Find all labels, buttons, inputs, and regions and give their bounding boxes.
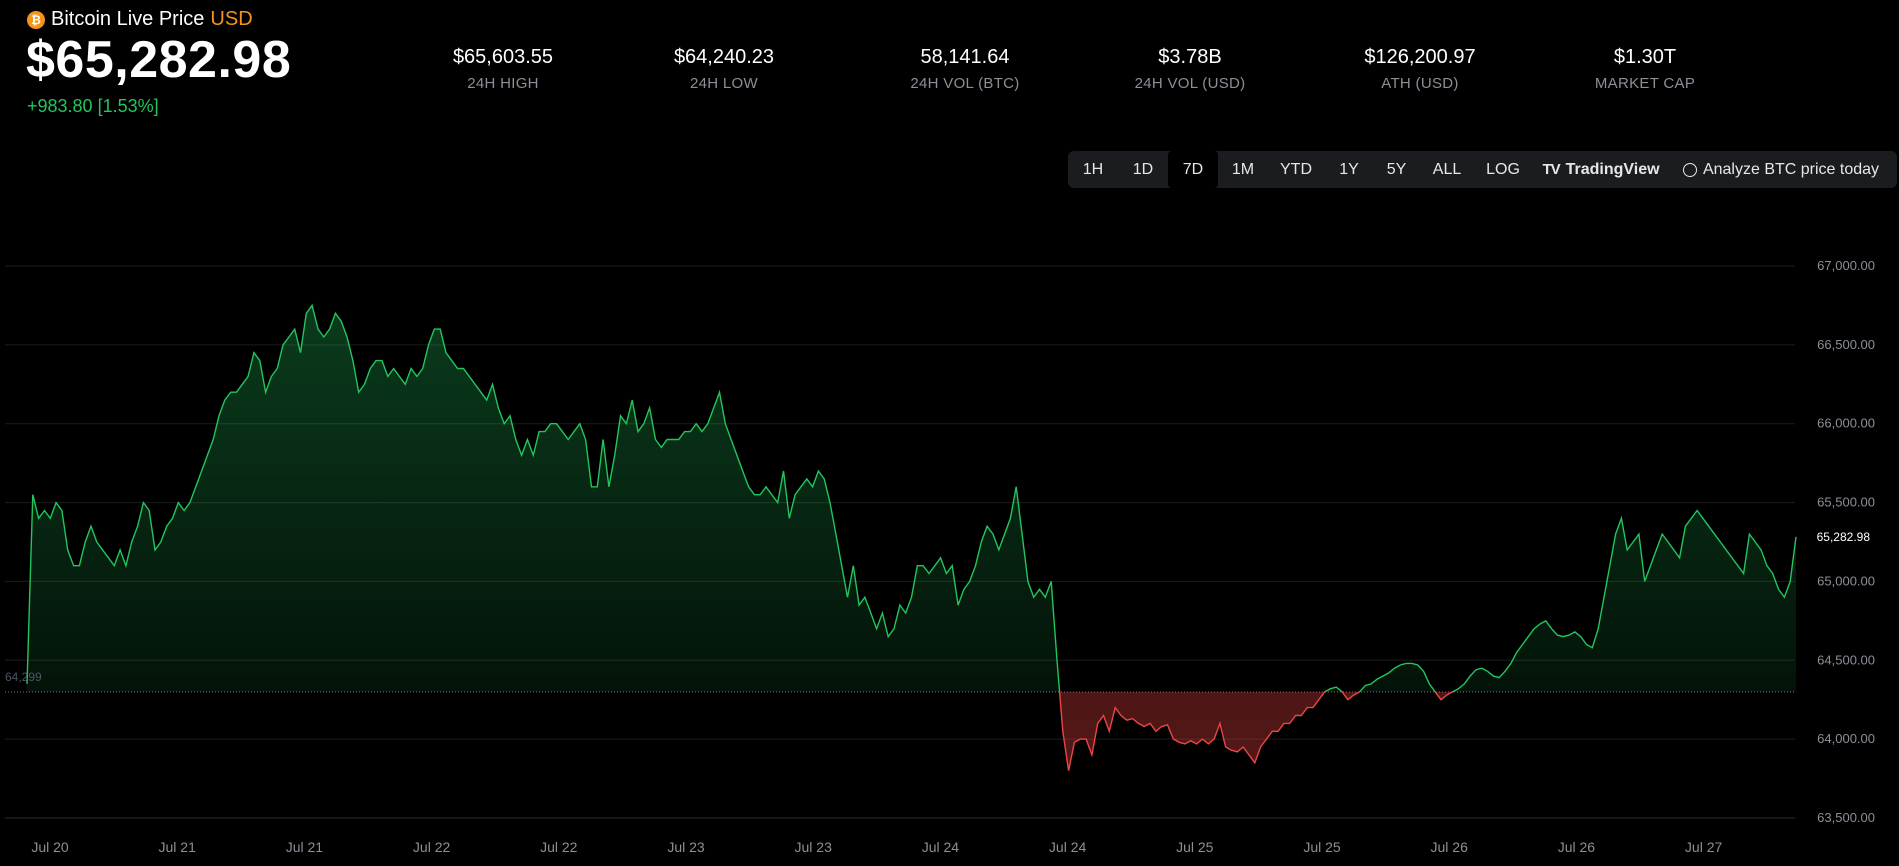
y-tick-label: 65,500.00 xyxy=(1817,495,1875,510)
y-tick-label: 66,500.00 xyxy=(1817,337,1875,352)
stat-24h-vol-usd: $3.78B 24H VOL (USD) xyxy=(1090,46,1290,92)
stat-value: $126,200.97 xyxy=(1364,46,1476,68)
y-tick-label: 65,000.00 xyxy=(1817,573,1875,588)
x-tick-label: Jul 25 xyxy=(1176,839,1214,855)
range-1y-button[interactable]: 1Y xyxy=(1339,160,1359,178)
stat-label: ATH (USD) xyxy=(1381,75,1459,92)
stat-label: MARKET CAP xyxy=(1594,75,1696,92)
y-tick-label: 63,500.00 xyxy=(1817,810,1875,825)
price-line-above-baseline xyxy=(26,303,1797,692)
analyze-price-button[interactable]: Analyze BTC price today xyxy=(1671,151,1891,188)
range-5y-button[interactable]: 5Y xyxy=(1386,160,1407,178)
x-tick-label: Jul 20 xyxy=(31,839,69,855)
stat-market-cap: $1.30T MARKET CAP xyxy=(1545,46,1745,92)
stat-24h-low: $64,240.23 24H LOW xyxy=(624,46,824,92)
stat-ath: $126,200.97 ATH (USD) xyxy=(1320,46,1520,92)
stat-24h-high: $65,603.55 24H HIGH xyxy=(403,46,603,92)
stat-value: $1.30T xyxy=(1613,46,1677,68)
stat-value: $64,240.23 xyxy=(673,46,775,68)
x-tick-label: Jul 26 xyxy=(1558,839,1596,855)
x-tick-label: Jul 26 xyxy=(1431,839,1469,855)
y-tick-label: 64,500.00 xyxy=(1817,652,1875,667)
bitcoin-icon: ₿ xyxy=(27,10,45,29)
openai-icon xyxy=(1682,162,1697,177)
tradingview-logo-icon: TV xyxy=(1542,161,1560,178)
y-axis: 67,000.00 66,500.00 66,000.00 65,500.00 65,0… xyxy=(1817,258,1875,825)
range-1d-button[interactable]: 1D xyxy=(1132,160,1154,178)
x-tick-label: Jul 25 xyxy=(1303,839,1341,855)
range-ytd-button[interactable]: YTD xyxy=(1280,160,1312,178)
area-fill-above-baseline xyxy=(27,305,1796,692)
x-tick-label: Jul 23 xyxy=(795,839,833,855)
y-tick-label: 67,000.00 xyxy=(1817,258,1875,273)
stat-label: 24H LOW xyxy=(690,75,758,92)
current-price: $65,282.98 xyxy=(26,31,292,89)
y-tick-label: 66,000.00 xyxy=(1817,416,1875,431)
baseline-label: 64,299 xyxy=(5,670,42,684)
range-1m-button[interactable]: 1M xyxy=(1231,160,1255,178)
stat-label: 24H VOL (BTC) xyxy=(910,75,1020,92)
last-price-label: 65,282.98 xyxy=(1817,530,1871,544)
x-tick-label: Jul 24 xyxy=(922,839,960,855)
stat-24h-vol-btc: 58,141.64 24H VOL (BTC) xyxy=(865,46,1065,92)
stat-value: $3.78B xyxy=(1158,46,1222,68)
x-tick-label: Jul 22 xyxy=(540,839,578,855)
range-all-button[interactable]: ALL xyxy=(1432,160,1462,178)
stat-value: $65,603.55 xyxy=(452,46,554,68)
stat-label: 24H VOL (USD) xyxy=(1134,75,1246,92)
range-1h-button[interactable]: 1H xyxy=(1082,160,1104,178)
title-row: ₿ Bitcoin Live Price USD xyxy=(27,8,253,31)
x-tick-label: Jul 21 xyxy=(286,839,324,855)
range-7d-button[interactable]: 7D xyxy=(1168,151,1218,188)
log-scale-toggle[interactable]: LOG xyxy=(1486,160,1520,178)
page-title: Bitcoin Live Price xyxy=(51,8,205,30)
price-change: +983.80 [1.53%] xyxy=(27,96,159,116)
x-tick-label: Jul 23 xyxy=(667,839,705,855)
stat-value: 58,141.64 xyxy=(920,46,1010,68)
tradingview-label: TradingView xyxy=(1565,160,1660,178)
x-tick-label: Jul 24 xyxy=(1049,839,1087,855)
x-tick-label: Jul 22 xyxy=(413,839,451,855)
x-axis: Jul 20 Jul 21 Jul 21 Jul 22 Jul 22 Jul 23 Jul … xyxy=(31,839,1722,855)
currency-selector[interactable]: USD xyxy=(210,8,253,30)
stat-label: 24H HIGH xyxy=(467,75,539,92)
tradingview-button[interactable]: TV TradingView xyxy=(1531,151,1671,188)
chart-toolbar: 1H 1D 7D 1M YTD 1Y 5Y ALL LOG TV Trading… xyxy=(1068,151,1897,188)
y-tick-label: 64,000.00 xyxy=(1817,731,1875,746)
x-tick-label: Jul 27 xyxy=(1685,839,1723,855)
analyze-label: Analyze BTC price today xyxy=(1702,160,1880,178)
x-tick-label: Jul 21 xyxy=(159,839,197,855)
